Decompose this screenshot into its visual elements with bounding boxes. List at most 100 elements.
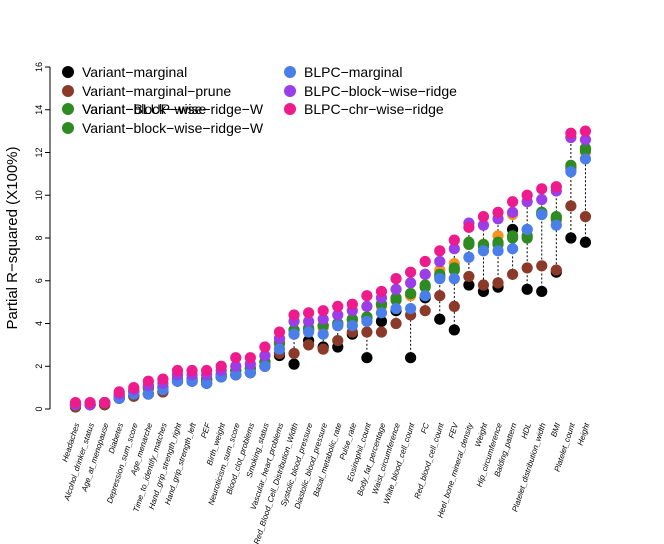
point-series-7-PEF bbox=[201, 364, 213, 377]
point-series-1-Hip_circumference bbox=[492, 277, 504, 289]
point-series-6-Platelet_distribution_width bbox=[536, 193, 548, 206]
y-axis: 0 2 4 6 8 10 12 14 16 bbox=[34, 62, 51, 412]
x-label-FEV: FEV bbox=[447, 421, 461, 439]
point-series-6-FC bbox=[419, 268, 431, 280]
point-series-5-Body_fat_percentage bbox=[375, 307, 388, 319]
point-series-5-Blood_clot_problems bbox=[244, 367, 256, 379]
point-series-6-Eosinophil_count bbox=[361, 300, 373, 312]
point-series-7-Hand_grip_strength_right bbox=[171, 364, 184, 377]
point-series-0-Red_blood_cell_count bbox=[434, 313, 446, 325]
point-series-7-Systolic_blood_pressure bbox=[303, 307, 315, 319]
legend-swatch-5 bbox=[284, 85, 296, 97]
y-tick-label: 14 bbox=[34, 105, 44, 115]
point-series-5-Heel_bone_mineral_density bbox=[463, 251, 475, 263]
dashed-range-lines bbox=[75, 131, 586, 407]
point-series-7-Hip_circumference bbox=[492, 206, 504, 218]
point-series-4-Waist_circumference bbox=[390, 292, 402, 304]
point-series-1-Balding_pattern bbox=[506, 268, 519, 280]
x-label-PEF: PEF bbox=[199, 421, 213, 440]
point-series-7-Red_Blood_Cell_Distribution_Width bbox=[288, 309, 300, 321]
point-series-7-Depression_sum_score bbox=[128, 382, 140, 394]
point-series-7-Diabetes bbox=[113, 386, 125, 398]
point-series-5-PEF bbox=[201, 377, 213, 389]
legend-label-overlap: Variant−block−wise−ridge−W bbox=[82, 101, 264, 117]
point-series-1-FC bbox=[419, 305, 431, 317]
point-series-0-Platelet_count bbox=[565, 232, 577, 244]
point-series-7-Height bbox=[579, 125, 592, 137]
point-series-0-Red_Blood_Cell_Distribution_Width bbox=[288, 358, 300, 370]
point-series-4-FEV bbox=[448, 262, 460, 274]
point-series-1-Systolic_blood_pressure bbox=[303, 339, 315, 351]
point-series-6-Smoking_status bbox=[259, 349, 271, 362]
point-series-4-FC bbox=[419, 279, 431, 291]
legend-label-2: Variant−BLUP−wise bbox=[82, 101, 206, 117]
point-series-7-White_blood_cell_count bbox=[405, 266, 417, 278]
legend-swatch-3 bbox=[62, 122, 74, 134]
point-series-1-Diastolic_blood_pressure bbox=[317, 343, 329, 355]
point-series-5-Height bbox=[579, 153, 592, 165]
point-series-7-Balding_pattern bbox=[506, 196, 519, 208]
point-series-4-Heel_bone_mineral_density bbox=[463, 236, 475, 248]
point-series-7-Smoking_status bbox=[259, 341, 271, 353]
x-label-Red_blood_cell_count: Red_blood_cell_count bbox=[413, 421, 446, 500]
point-series-5-Smoking_status bbox=[259, 360, 271, 372]
legend-label-6: BLPC−chr−wise−ridge bbox=[304, 101, 444, 117]
point-series-1-Platelet_count bbox=[565, 200, 577, 212]
point-series-5-Weight bbox=[477, 245, 490, 257]
x-label-HDL: HDL bbox=[520, 422, 534, 440]
point-series-7-FC bbox=[419, 255, 431, 268]
legend-label-4: BLPC−marginal bbox=[304, 64, 402, 80]
legend-label-0: Variant−marginal bbox=[82, 64, 187, 80]
point-series-7-Age_menarche bbox=[142, 375, 154, 387]
point-series-7-Pulse_rate bbox=[346, 298, 358, 310]
point-series-5-Platelet_count bbox=[565, 166, 577, 178]
point-series-5-BMI bbox=[550, 219, 562, 231]
point-series-7-Eosinophil_count bbox=[361, 290, 373, 302]
point-series-6-Neuroticism_sum_score bbox=[230, 360, 242, 372]
point-series-5-Age_menarche bbox=[142, 388, 154, 400]
point-series-0-Platelet_distribution_width bbox=[536, 285, 548, 298]
point-series-6-FEV bbox=[448, 243, 460, 255]
point-series-4-BMI bbox=[550, 211, 562, 223]
point-series-1-Heel_bone_mineral_density bbox=[463, 270, 475, 283]
point-series-1-Height bbox=[579, 211, 592, 223]
point-series-1-Red_blood_cell_count bbox=[434, 290, 446, 302]
y-tick-label: 16 bbox=[34, 62, 44, 72]
y-tick-label: 12 bbox=[34, 147, 44, 157]
y-tick-label: 0 bbox=[34, 406, 44, 411]
point-series-7-Blood_clot_problems bbox=[244, 352, 256, 364]
point-series-7-Diastolic_blood_pressure bbox=[317, 305, 329, 317]
x-axis-category-labels: HeadachesAlcohol_drinker_statusAge_at_me… bbox=[60, 421, 591, 544]
point-series-5-Vascular_heart_problems bbox=[273, 343, 286, 355]
point-series-5-Waist_circumference bbox=[390, 302, 402, 315]
point-series-5-Red_blood_cell_count bbox=[434, 273, 446, 285]
point-series-5-Balding_pattern bbox=[506, 243, 519, 255]
point-series-5-Hip_circumference bbox=[492, 245, 504, 257]
point-series-5-FC bbox=[419, 290, 431, 302]
y-axis-title: Partial R−squared (X100%) bbox=[4, 146, 21, 329]
point-series-1-Red_Blood_Cell_Distribution_Width bbox=[288, 347, 300, 360]
point-series-7-FEV bbox=[448, 234, 460, 246]
point-series-0-Heel_bone_mineral_density bbox=[463, 279, 475, 291]
point-series-7-Hand_grip_strength_left bbox=[186, 364, 198, 377]
point-series-5-Pulse_rate bbox=[346, 320, 358, 332]
point-series-6-Diastolic_blood_pressure bbox=[317, 313, 329, 325]
point-series-5-Eosinophil_count bbox=[361, 315, 373, 327]
point-series-7-Red_blood_cell_count bbox=[434, 245, 446, 257]
point-series-5-Diastolic_blood_pressure bbox=[317, 328, 329, 340]
point-series-7-Platelet_count bbox=[565, 127, 577, 139]
legend-swatch-1 bbox=[62, 85, 74, 97]
point-series-6-Systolic_blood_pressure bbox=[303, 315, 315, 327]
x-label-Height: Height bbox=[576, 421, 592, 447]
point-series-0-Eosinophil_count bbox=[361, 352, 373, 364]
point-series-7-Heel_bone_mineral_density bbox=[463, 221, 475, 233]
y-tick-label: 2 bbox=[34, 364, 44, 369]
point-series-7-Body_fat_percentage bbox=[375, 285, 388, 298]
point-series-7-Waist_circumference bbox=[390, 273, 402, 285]
x-label-BMI: BMI bbox=[549, 421, 562, 438]
point-series-7-Headaches bbox=[69, 396, 82, 409]
point-series-0-Body_fat_percentage bbox=[375, 315, 388, 327]
point-series-7-Vascular_heart_problems bbox=[273, 326, 286, 338]
point-series-7-Birth_weight bbox=[215, 360, 227, 372]
